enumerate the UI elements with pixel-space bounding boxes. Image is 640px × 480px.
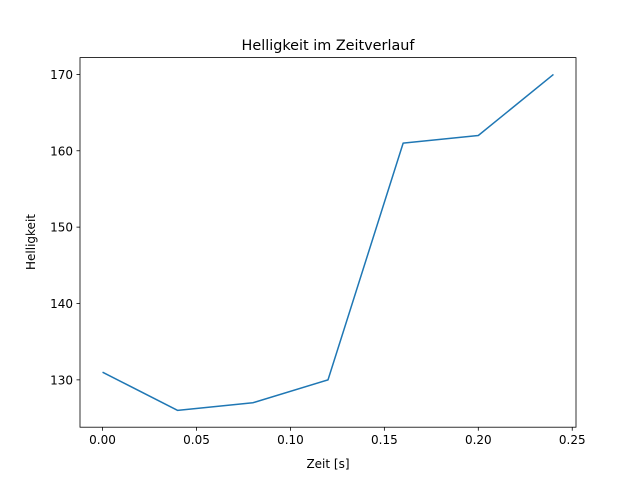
plot-frame (79, 57, 577, 428)
x-tick-label: 0.05 (183, 433, 210, 447)
x-tick-label: 0.10 (277, 433, 304, 447)
x-axis-label: Zeit [s] (306, 457, 349, 471)
y-tick-label: 140 (50, 297, 73, 311)
y-tick-label: 170 (50, 68, 73, 82)
axis-ticks: 0.00 0.05 0.10 0.15 0.20 0.25 130 140 150 160 170 (50, 68, 586, 447)
chart-title: Helligkeit im Zeitverlauf (242, 38, 416, 54)
x-tick-label: 0.00 (89, 433, 116, 447)
y-axis-label: Helligkeit (24, 214, 38, 270)
y-tick-label: 150 (50, 221, 73, 235)
x-tick-label: 0.25 (559, 433, 586, 447)
series-line-helligkeit (102, 73, 554, 412)
x-tick-label: 0.20 (465, 433, 492, 447)
y-tick-label: 130 (50, 373, 73, 387)
y-tick-label: 160 (50, 144, 73, 158)
x-tick-label: 0.15 (371, 433, 398, 447)
